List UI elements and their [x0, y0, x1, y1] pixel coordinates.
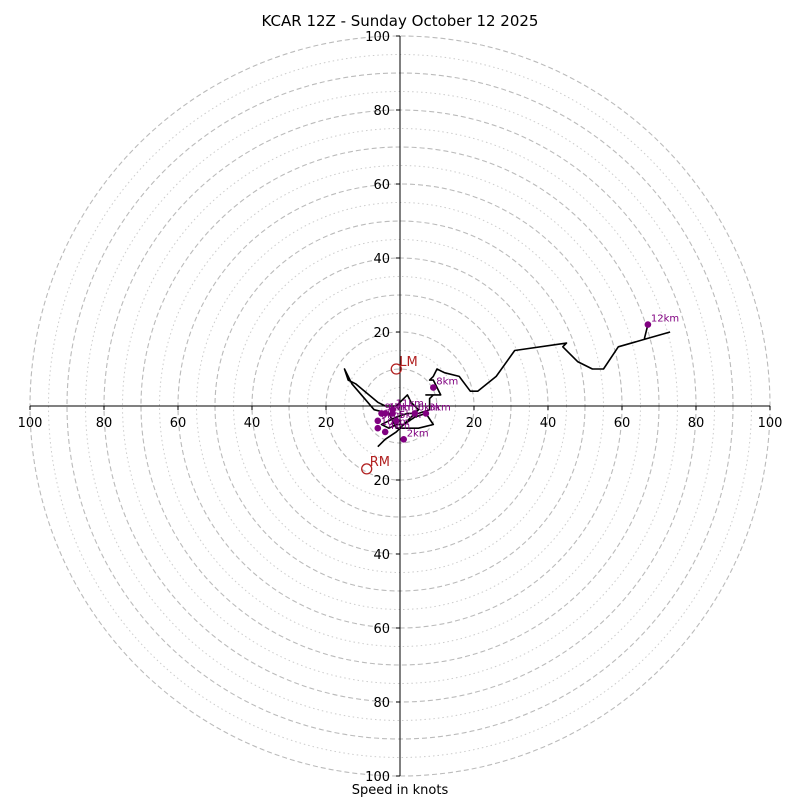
x-tick-label: 20	[318, 416, 335, 431]
height-marker-10km	[374, 424, 382, 432]
height-marker-9km	[378, 410, 385, 417]
x-tick-label: 60	[170, 416, 187, 431]
y-tick-label: 60	[373, 622, 390, 637]
height-label-5km: 5km	[399, 410, 421, 421]
x-tick-label: 40	[540, 416, 557, 431]
y-tick-label: 20	[373, 474, 390, 489]
height-label-2km: 2km	[407, 428, 429, 439]
height-label-7km: 7km	[396, 402, 418, 413]
y-tick-label: 100	[365, 770, 390, 785]
x-tick-label: 100	[18, 416, 43, 431]
height-marker-3km	[422, 410, 430, 417]
x-tick-label: 80	[96, 416, 113, 431]
chart-title: KCAR 12Z - Sunday October 12 2025	[261, 12, 539, 30]
height-marker-11km	[389, 406, 396, 414]
storm-motion-label-lm: LM	[399, 355, 417, 370]
y-tick-label: 100	[365, 30, 390, 45]
y-tick-label: 80	[373, 104, 390, 119]
height-marker-4km	[381, 428, 389, 436]
height-label-10km: 10km	[381, 417, 409, 428]
height-marker-2km	[400, 436, 408, 443]
height-label-6km: 6km	[418, 402, 440, 413]
x-tick-label: 100	[758, 416, 783, 431]
height-label-3km: 3km	[429, 402, 451, 413]
height-label-9km: 9km	[385, 402, 407, 413]
y-tick-label: 80	[373, 696, 390, 711]
x-tick-label: 60	[614, 416, 631, 431]
tick-labels: 100 80 60 40 20 20 40 60 80 100 100 80 60 40 20 20 40 60 8…	[18, 30, 783, 785]
y-tick-label: 20	[373, 326, 390, 341]
height-marker-8km	[430, 384, 437, 391]
y-tick-label: 60	[373, 178, 390, 193]
hodograph-line	[343, 323, 671, 448]
height-markers: 0km1km2km3km4km5km6km7km8km9km10km11km12…	[374, 314, 679, 443]
axes	[30, 36, 770, 776]
y-tick-label: 40	[373, 252, 390, 267]
x-tick-label: 40	[244, 416, 261, 431]
storm-motion-marker-lm	[390, 363, 402, 375]
height-label-11km: 11km	[396, 399, 424, 410]
height-label-4km: 4km	[388, 421, 410, 432]
height-label-1km: 1km	[388, 402, 410, 413]
height-label-12km: 12km	[651, 314, 679, 325]
x-axis-label: Speed in knots	[351, 783, 449, 798]
hodograph-trace	[343, 323, 671, 448]
x-tick-label: 80	[688, 416, 705, 431]
height-marker-5km	[393, 417, 400, 425]
storm-motion-label-rm: RM	[370, 455, 390, 470]
height-marker-12km	[644, 321, 652, 328]
storm-motion-marker-rm	[361, 463, 373, 475]
height-label-8km: 8km	[436, 377, 458, 388]
height-marker-0km	[374, 417, 382, 425]
x-tick-label: 20	[466, 416, 483, 431]
height-marker-6km	[411, 410, 419, 417]
storm-motion-markers: LM RM	[361, 355, 418, 475]
y-tick-label: 40	[373, 548, 390, 563]
